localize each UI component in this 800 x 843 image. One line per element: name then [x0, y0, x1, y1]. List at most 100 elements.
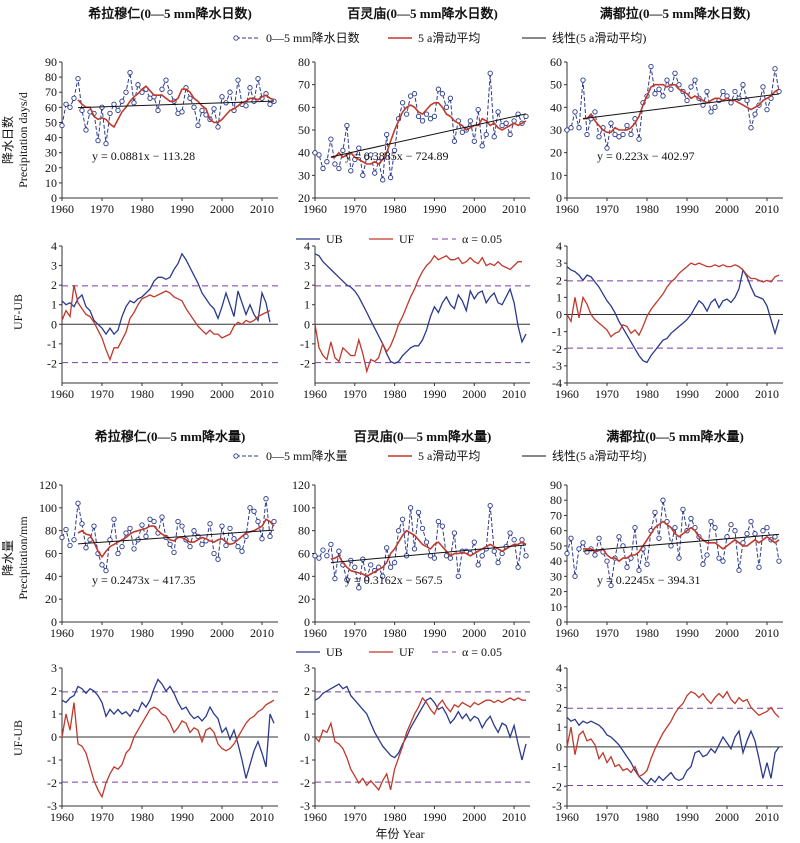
data-point — [728, 521, 734, 528]
legend-alpha-2: α = 0.05 — [432, 645, 502, 659]
x-tick-label: 1990 — [422, 626, 446, 640]
data-point — [415, 509, 422, 516]
series-line — [314, 73, 527, 181]
data-point — [231, 536, 237, 542]
data-point — [467, 118, 473, 124]
ylabel-top-en: Precipitation days/d — [16, 92, 30, 188]
data-point — [491, 548, 497, 554]
data-point — [572, 109, 578, 115]
data-point — [159, 514, 165, 520]
data-point — [459, 129, 465, 135]
y-tick-label: 50 — [550, 539, 562, 553]
data-point — [368, 152, 374, 158]
data-point — [384, 131, 390, 138]
data-point — [479, 143, 485, 149]
data-point — [708, 109, 714, 115]
data-point — [648, 63, 654, 70]
x-tick-label: 1990 — [422, 810, 446, 824]
y-tick-label: 50 — [45, 115, 57, 129]
trend-line — [582, 93, 780, 120]
legend-label: 5 a滑动平均 — [418, 31, 480, 45]
data-point — [123, 530, 129, 536]
y-tick-label: 2 — [51, 684, 57, 698]
data-point — [115, 107, 121, 114]
data-point — [384, 545, 390, 551]
x-tick-label: 2000 — [210, 810, 234, 824]
x-tick-label: 1970 — [595, 626, 619, 640]
data-point — [255, 518, 261, 525]
uf-line — [566, 262, 780, 338]
data-point — [523, 553, 529, 559]
y-tick-label: 2 — [556, 273, 562, 287]
data-point — [243, 103, 249, 109]
moving-average-line — [583, 520, 780, 563]
data-point — [139, 522, 145, 528]
data-point — [328, 136, 334, 142]
data-point — [227, 525, 233, 532]
legend-trend-2: 线性(5 a滑动平均) — [522, 449, 646, 463]
data-point — [336, 165, 342, 172]
data-point — [119, 543, 125, 550]
x-tick-label: 1990 — [675, 202, 699, 216]
data-point — [332, 575, 338, 582]
chart-title: 百灵庙(0—5 mm降水量) — [354, 429, 492, 444]
chart-panel: 0 20 40 60 80 100 120 1960 1970 1980 1990 2000 2010 希… — [39, 429, 278, 640]
y-tick-label: 40 — [550, 554, 562, 568]
data-point — [608, 582, 614, 589]
data-point — [684, 97, 690, 104]
data-point — [748, 125, 754, 131]
data-point — [688, 515, 694, 522]
x-tick-label: 2000 — [715, 810, 739, 824]
data-point — [672, 524, 678, 531]
series-line — [566, 66, 780, 149]
data-point — [608, 120, 614, 126]
data-point — [235, 77, 241, 83]
x-tick-label: 1990 — [170, 626, 194, 640]
y-tick-label: -3 — [300, 799, 310, 813]
data-point — [395, 528, 402, 534]
data-point — [399, 100, 406, 106]
data-point — [507, 530, 513, 536]
data-point — [399, 516, 406, 522]
data-point — [672, 70, 678, 76]
ub-line — [61, 678, 275, 779]
data-point — [111, 101, 117, 107]
y-tick-label: 70 — [45, 85, 57, 99]
legend-label: UF — [399, 645, 415, 659]
data-point — [419, 525, 426, 532]
y-tick-label: 0 — [51, 191, 57, 205]
data-point — [340, 147, 346, 154]
trend-equation: y = 0.2245x − 394.31 — [597, 573, 701, 587]
data-point — [263, 496, 269, 502]
data-point — [63, 101, 69, 107]
data-point — [704, 552, 710, 558]
moving-average-line — [330, 102, 527, 166]
data-point — [123, 89, 129, 95]
x-tick-label: 2010 — [250, 387, 274, 401]
ylabel-bottom-cn: 降水量 — [1, 540, 15, 576]
data-point — [312, 553, 318, 559]
y-tick-label: 40 — [550, 100, 562, 114]
y-tick-label: 120 — [39, 478, 57, 492]
chart-panel: 20 30 40 50 60 70 80 1960 1970 1980 1990 2000 2010 百灵… — [298, 6, 530, 216]
x-tick-label: 1990 — [170, 202, 194, 216]
chart-panel: 0 20 40 60 80 100 120 1960 1970 1980 1990 2000 2010 百… — [292, 429, 530, 640]
y-tick-label: 120 — [292, 478, 310, 492]
x-tick-label: 1980 — [635, 810, 659, 824]
x-tick-label: 1970 — [90, 202, 114, 216]
data-point — [332, 161, 338, 167]
y-tick-label: 60 — [298, 100, 310, 114]
data-point — [435, 86, 442, 92]
x-tick-label: 1970 — [343, 626, 367, 640]
ylabel-bottom-en: Precipitation/mm — [16, 516, 30, 600]
data-point — [344, 122, 350, 129]
data-point — [523, 113, 529, 120]
data-point — [387, 564, 394, 570]
y-tick-label: 3 — [51, 661, 57, 675]
y-tick-label: -1 — [47, 753, 57, 767]
data-point — [628, 131, 634, 138]
legend-ub-2: UB — [296, 645, 343, 659]
x-tick-label: 2000 — [462, 626, 486, 640]
y-tick-label: 3 — [556, 256, 562, 270]
data-point — [664, 77, 670, 83]
